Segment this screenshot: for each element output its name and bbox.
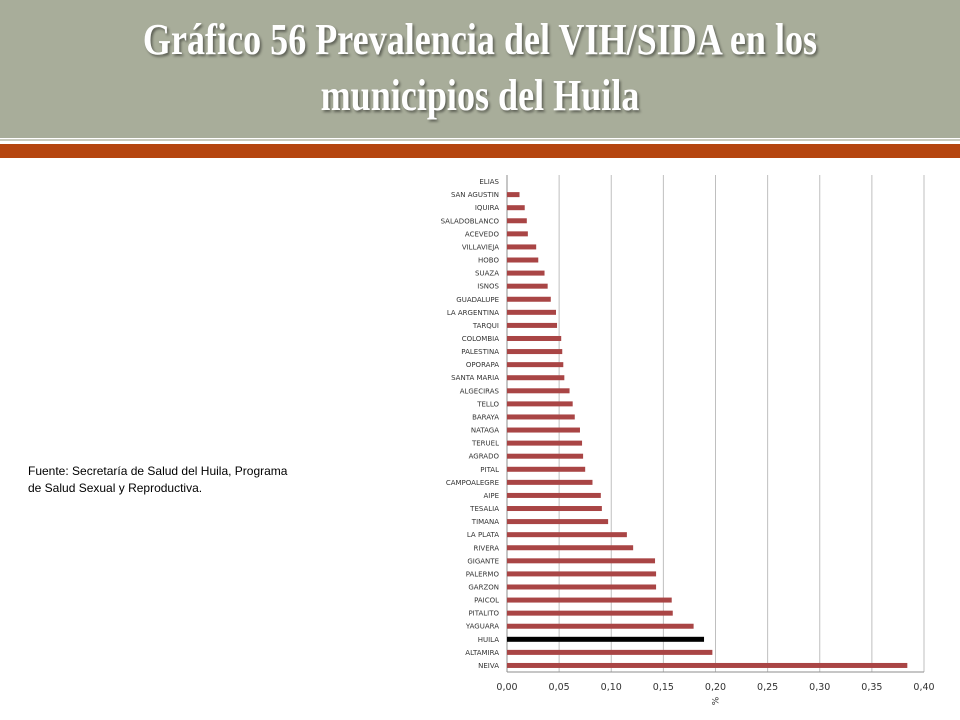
bar: [507, 453, 584, 459]
bar: [507, 440, 583, 446]
bar: [507, 610, 673, 616]
category-label: LA PLATA: [467, 531, 499, 539]
title-band: Gráfico 56 Prevalencia del VIH/SIDA en l…: [0, 0, 960, 138]
x-tick-label: 0,05: [549, 682, 570, 693]
category-label: OPORAPA: [466, 361, 499, 369]
chart-x-ticks: 0,00 0,05 0,10 0,15 0,20 0,25 0,30 0,35 0,40: [496, 682, 934, 693]
category-label: SALADOBLANCO: [441, 217, 500, 225]
category-label: AGRADO: [469, 453, 500, 461]
bar: [507, 649, 713, 655]
category-label: LA ARGENTINA: [447, 309, 499, 317]
bar: [507, 257, 539, 263]
category-label: PALESTINA: [461, 348, 499, 356]
bar: [507, 231, 528, 237]
bar: [507, 283, 548, 289]
category-label: ISNOS: [477, 283, 499, 291]
bar: [507, 492, 601, 498]
x-tick-label: 0,15: [653, 682, 674, 693]
chart-grid: [506, 175, 925, 673]
bar: [507, 662, 908, 668]
category-label: TELLO: [476, 400, 499, 408]
category-label: GARZON: [468, 583, 499, 591]
bar: [507, 388, 570, 394]
category-label: GUADALUPE: [456, 296, 499, 304]
category-label: HUILA: [478, 636, 500, 644]
bar: [507, 519, 609, 525]
category-label: PAICOL: [474, 597, 499, 605]
chart-category-labels: ELIAS SAN AGUSTIN IQUIRA SALADOBLANCO ACEVED…: [441, 178, 500, 670]
bar: [507, 401, 573, 407]
bar: [507, 558, 656, 564]
category-label: HOBO: [478, 257, 499, 265]
category-label: SAN AGUSTIN: [451, 191, 499, 199]
category-label: VILLAVIEJA: [462, 243, 499, 251]
category-label: ALTAMIRA: [465, 649, 499, 657]
category-label: ALGECIRAS: [460, 387, 500, 395]
bar: [507, 375, 565, 381]
category-label: ELIAS: [479, 178, 499, 186]
accent-bar: [0, 144, 960, 158]
bar: [507, 205, 525, 211]
bar: [507, 584, 657, 590]
category-label: GIGANTE: [467, 557, 499, 565]
bar: [507, 479, 593, 485]
x-tick-label: 0,25: [757, 682, 778, 693]
category-label: PITAL: [480, 466, 499, 474]
category-label: AIPE: [484, 492, 500, 500]
bar: [507, 597, 672, 603]
x-tick-label: 0,10: [601, 682, 622, 693]
bar: [507, 192, 520, 198]
category-label: BARAYA: [472, 413, 499, 421]
bar: [507, 309, 556, 315]
bar: [507, 571, 657, 577]
category-label: CAMPOALEGRE: [446, 479, 499, 487]
bar: [507, 335, 562, 341]
x-tick-label: 0,20: [705, 682, 726, 693]
bar: [507, 414, 575, 420]
bar: [507, 636, 705, 642]
bar: [507, 270, 545, 276]
source-note: Fuente: Secretaría de Salud del Huila, P…: [28, 464, 288, 495]
bar: [507, 427, 580, 433]
bar: [507, 322, 558, 328]
category-label: NATAGA: [471, 427, 499, 435]
category-label: TIMANA: [471, 518, 499, 526]
bar: [507, 349, 563, 355]
bar: [507, 218, 527, 224]
category-label: COLOMBIA: [462, 335, 499, 343]
category-label: TARQUI: [472, 322, 499, 330]
category-label: IQUIRA: [475, 204, 499, 212]
category-label: SUAZA: [475, 270, 499, 278]
category-label: TERUEL: [471, 440, 499, 448]
bar: [507, 466, 586, 472]
bar: [507, 545, 634, 551]
category-label: PALERMO: [466, 570, 500, 578]
bar: [507, 506, 602, 512]
bar: [507, 296, 551, 302]
x-tick-label: 0,00: [496, 682, 517, 693]
slide-title: Gráfico 56 Prevalencia del VIH/SIDA en l…: [142, 15, 818, 120]
category-label: YAGUARA: [465, 623, 499, 631]
category-label: SANTA MARIA: [451, 374, 499, 382]
chart-bars: [507, 192, 908, 668]
category-label: PITALITO: [468, 610, 499, 618]
bar: [507, 532, 627, 538]
x-axis-title: %: [712, 696, 722, 705]
category-label: RIVERA: [473, 544, 499, 552]
category-label: NEIVA: [478, 662, 499, 670]
x-tick-label: 0,35: [861, 682, 882, 693]
x-tick-label: 0,30: [809, 682, 830, 693]
bar: [507, 623, 694, 629]
bar: [507, 362, 564, 368]
category-label: ACEVEDO: [465, 230, 500, 238]
title-divider: [0, 139, 960, 141]
category-label: TESALIA: [469, 505, 499, 513]
x-tick-label: 0,40: [913, 682, 934, 693]
bar: [507, 244, 537, 250]
